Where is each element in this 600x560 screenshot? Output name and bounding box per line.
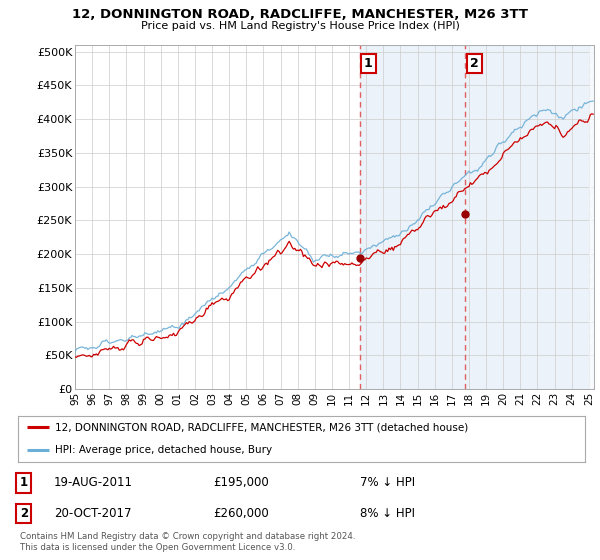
Text: 20-OCT-2017: 20-OCT-2017 [54,507,131,520]
Text: £260,000: £260,000 [213,507,269,520]
Text: 19-AUG-2011: 19-AUG-2011 [54,476,133,489]
Text: 12, DONNINGTON ROAD, RADCLIFFE, MANCHESTER, M26 3TT: 12, DONNINGTON ROAD, RADCLIFFE, MANCHEST… [72,8,528,21]
Bar [359,45,594,389]
Text: 1: 1 [20,476,28,489]
Text: £195,000: £195,000 [213,476,269,489]
Text: 1: 1 [364,57,373,70]
Text: 12, DONNINGTON ROAD, RADCLIFFE, MANCHESTER, M26 3TT (detached house): 12, DONNINGTON ROAD, RADCLIFFE, MANCHEST… [55,422,468,432]
Text: Price paid vs. HM Land Registry's House Price Index (HPI): Price paid vs. HM Land Registry's House … [140,21,460,31]
Text: 8% ↓ HPI: 8% ↓ HPI [360,507,415,520]
Text: Contains HM Land Registry data © Crown copyright and database right 2024.
This d: Contains HM Land Registry data © Crown c… [20,533,355,552]
Text: 2: 2 [20,507,28,520]
Text: 2: 2 [470,57,478,70]
Bar [589,45,600,389]
Text: HPI: Average price, detached house, Bury: HPI: Average price, detached house, Bury [55,445,272,455]
Text: 7% ↓ HPI: 7% ↓ HPI [360,476,415,489]
